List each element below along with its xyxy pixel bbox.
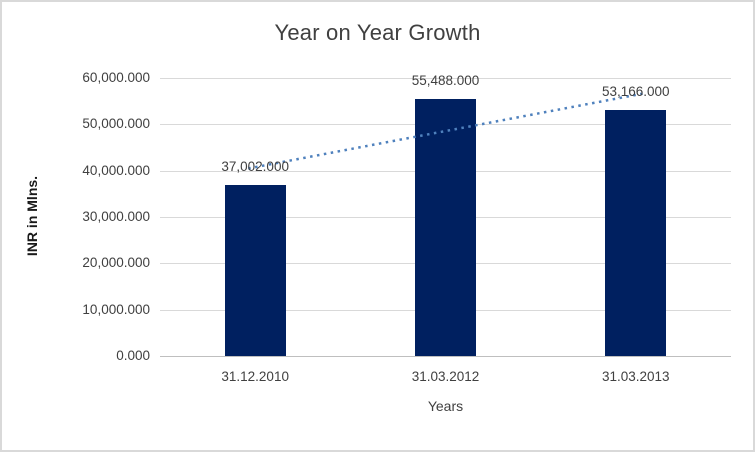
- y-tick-label: 60,000.000: [82, 70, 150, 85]
- bar-2013: [605, 109, 667, 356]
- x-tick-label: 31.12.2010: [221, 369, 289, 384]
- bar-2010: [224, 184, 286, 356]
- y-tick-label: 20,000.000: [82, 255, 150, 271]
- data-label-2013: 53,166.000: [602, 83, 670, 99]
- data-label-2010: 37,002.000: [221, 158, 289, 174]
- x-tick-label: 31.03.2012: [411, 369, 480, 384]
- x-axis-title: Years: [427, 398, 464, 414]
- y-tick-label: 50,000.000: [82, 116, 150, 132]
- data-label-2012: 55,488.000: [411, 72, 480, 88]
- x-tick-label: 31.03.2013: [602, 369, 670, 384]
- y-tick-label: 40,000.000: [82, 162, 150, 178]
- chart-title: Year on Year Growth: [274, 20, 481, 45]
- y-tick-label: 30,000.000: [82, 209, 150, 224]
- y-tick-label: 10,000.000: [82, 301, 150, 317]
- x-axis-line: [160, 356, 731, 357]
- gridline: [160, 78, 731, 79]
- bar-2012: [415, 98, 476, 356]
- y-tick-label: 0.000: [116, 348, 150, 363]
